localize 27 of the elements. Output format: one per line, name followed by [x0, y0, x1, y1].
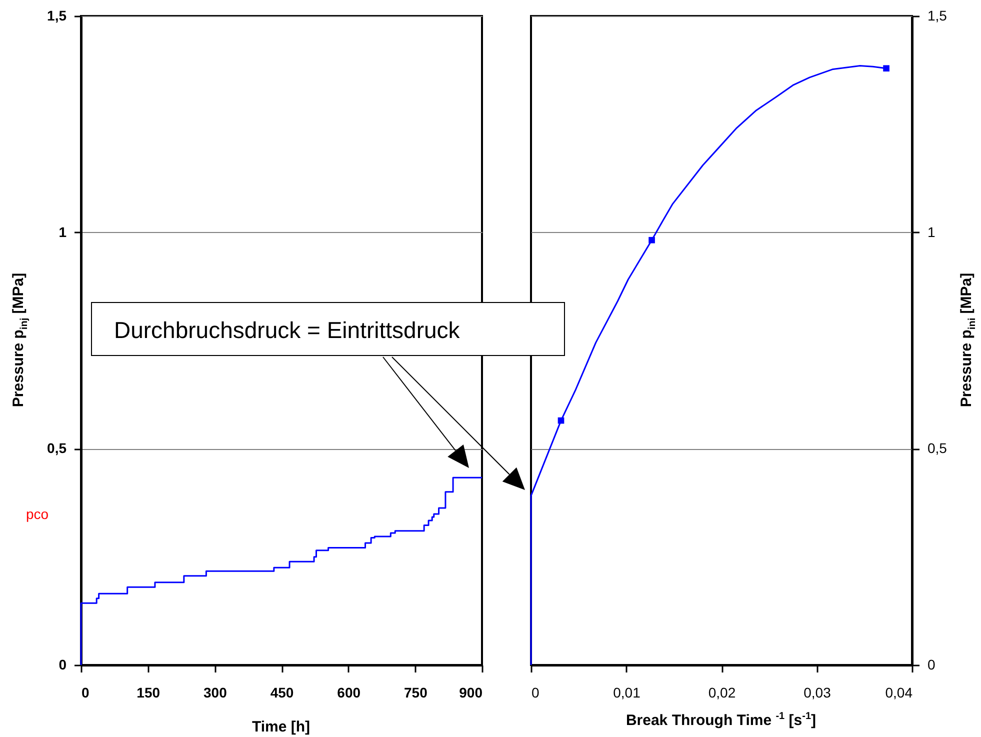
callout-box: Durchbruchsdruck = Eintrittsdruck: [91, 302, 565, 356]
x-tick-label: 0: [532, 684, 540, 700]
point: [648, 236, 655, 244]
point: [883, 65, 890, 72]
text: pco: [26, 506, 49, 522]
x-tick-label: 150: [136, 684, 160, 700]
y-tick-label: 0,5: [47, 440, 67, 456]
y2-tick-label: 1,5: [928, 8, 948, 24]
y-tick-label: 1,5: [47, 8, 67, 24]
x-tick-label: 750: [404, 684, 428, 700]
y2-tick-label: 1: [928, 224, 936, 240]
x-tick-label: 0,01: [613, 684, 641, 700]
x-tick-label: 0,02: [708, 684, 736, 700]
y2-tick-label: 0,5: [928, 440, 948, 456]
y-tick-label: 0: [58, 656, 67, 672]
y2-tick-label: 0: [928, 656, 936, 672]
x-axis-title: Time [h]: [252, 718, 310, 736]
x-axis-title: Break Through Time $^{-1}$ [s$^{-1}$]: [626, 711, 816, 729]
x-tick-label: 600: [337, 684, 361, 700]
x-tick-label: 900: [459, 684, 483, 700]
x-tick-label: 300: [203, 684, 228, 700]
x-tick-label: 0,04: [885, 684, 913, 700]
x-tick-label: 0: [82, 684, 90, 700]
x-tick-label: 0,03: [804, 684, 832, 700]
x-tick-label: 450: [270, 684, 294, 700]
point: [558, 417, 564, 424]
y-tick-label: 1: [58, 224, 67, 240]
